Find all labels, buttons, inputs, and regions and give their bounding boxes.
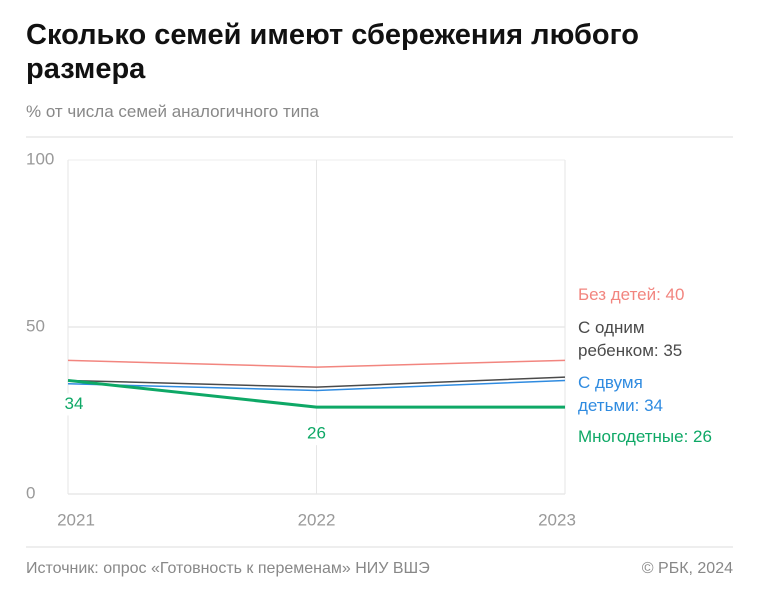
- series-label: С двумя детьми: 34: [578, 373, 663, 415]
- chart-title: Сколько семей имеют сбережения любого ра…: [26, 19, 639, 85]
- x-tick-label: 2023: [538, 510, 576, 529]
- series-line: [67, 359, 566, 368]
- series-label: Без детей: 40: [578, 285, 685, 304]
- series-label: С одним ребенком: 35: [578, 318, 683, 360]
- chart-subtitle: % от числа семей аналогичного типа: [26, 102, 319, 121]
- series-line: [67, 379, 566, 392]
- y-tick-label: 0: [26, 483, 35, 502]
- series-line: [67, 378, 565, 409]
- data-label: 26: [307, 424, 326, 443]
- source: Источник: опрос «Готовность к переменам»…: [26, 560, 430, 577]
- label-bg: [60, 393, 88, 416]
- x-tick-label: 2021: [57, 510, 95, 529]
- data-label: 34: [65, 394, 84, 413]
- y-tick-label: 50: [26, 316, 45, 335]
- label-bg: [302, 423, 331, 446]
- credit: © РБК, 2024: [641, 560, 733, 577]
- y-tick-label: 100: [26, 149, 54, 168]
- series-label: Многодетные: 26: [578, 427, 712, 446]
- series-line: [67, 376, 566, 388]
- x-tick-label: 2022: [298, 510, 336, 529]
